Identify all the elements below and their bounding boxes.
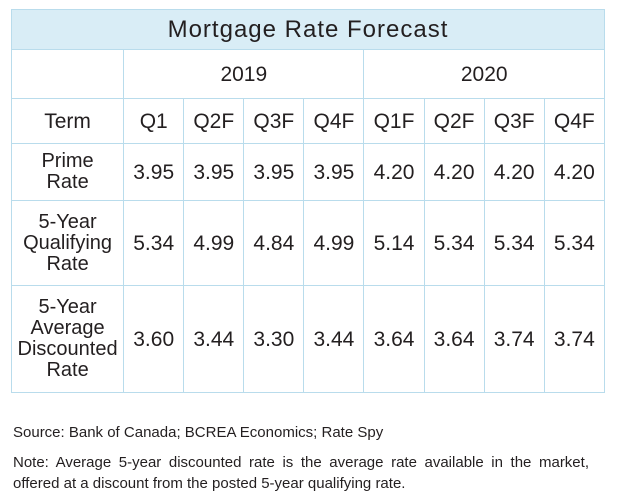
- rate-cell: 3.44: [184, 286, 244, 393]
- rate-cell: 3.74: [484, 286, 544, 393]
- row-label-discounted-rate: 5-Year Average Discounted Rate: [12, 286, 124, 393]
- quarter-header: Q2F: [424, 99, 484, 144]
- row-label-line: Prime: [41, 150, 93, 172]
- term-header: Term: [12, 99, 124, 144]
- rate-cell: 5.14: [364, 201, 424, 286]
- rate-cell: 3.74: [544, 286, 604, 393]
- source-note: Source: Bank of Canada; BCREA Economics;…: [13, 422, 593, 443]
- row-label-line: Rate: [46, 253, 88, 275]
- rate-cell: 4.20: [484, 144, 544, 201]
- row-label-qualifying-rate: 5-Year Qualifying Rate: [12, 201, 124, 286]
- rate-cell: 4.99: [304, 201, 364, 286]
- quarter-header: Q4F: [304, 99, 364, 144]
- rate-cell: 3.95: [244, 144, 304, 201]
- rate-cell: 3.60: [124, 286, 184, 393]
- rate-cell: 5.34: [544, 201, 604, 286]
- mortgage-rate-forecast-table: Mortgage Rate Forecast 2019 2020 Term Q1…: [11, 9, 605, 393]
- year-2020-header: 2020: [364, 50, 605, 99]
- quarter-header: Q3F: [244, 99, 304, 144]
- row-label-line: Discounted: [18, 338, 118, 360]
- quarter-header: Q1F: [364, 99, 424, 144]
- row-label-line: Qualifying: [23, 232, 112, 254]
- rate-cell: 3.95: [304, 144, 364, 201]
- quarter-header: Q1: [124, 99, 184, 144]
- rate-cell: 5.34: [124, 201, 184, 286]
- rate-cell: 4.20: [544, 144, 604, 201]
- rate-cell: 3.64: [424, 286, 484, 393]
- rate-cell: 3.95: [124, 144, 184, 201]
- quarter-header: Q4F: [544, 99, 604, 144]
- row-label-line: 5-Year: [38, 211, 96, 233]
- rate-cell: 4.84: [244, 201, 304, 286]
- row-label-line: Average: [31, 317, 105, 339]
- quarter-header: Q2F: [184, 99, 244, 144]
- rate-cell: 5.34: [424, 201, 484, 286]
- table-row-qualifying-rate: 5-Year Qualifying Rate 5.34 4.99 4.84 4.99…: [12, 201, 605, 286]
- year-2019-header: 2019: [124, 50, 364, 99]
- row-label-line: Rate: [46, 359, 88, 381]
- row-label-prime-rate: Prime Rate: [12, 144, 124, 201]
- empty-corner-cell: [12, 50, 124, 99]
- table-row-prime-rate: Prime Rate 3.95 3.95 3.95 3.95 4.20 4.20 …: [12, 144, 605, 201]
- disclaimer-note: Note: Average 5-year discounted rate is …: [13, 452, 589, 494]
- rate-cell: 3.30: [244, 286, 304, 393]
- row-label-line: 5-Year: [38, 296, 96, 318]
- table-title: Mortgage Rate Forecast: [12, 10, 605, 50]
- rate-cell: 3.95: [184, 144, 244, 201]
- row-label-line: Rate: [46, 171, 88, 193]
- rate-cell: 4.99: [184, 201, 244, 286]
- rate-cell: 4.20: [424, 144, 484, 201]
- table-row-discounted-rate: 5-Year Average Discounted Rate 3.60 3.44 3.…: [12, 286, 605, 393]
- rate-cell: 4.20: [364, 144, 424, 201]
- rate-cell: 3.44: [304, 286, 364, 393]
- rate-cell: 5.34: [484, 201, 544, 286]
- rate-cell: 3.64: [364, 286, 424, 393]
- quarter-header: Q3F: [484, 99, 544, 144]
